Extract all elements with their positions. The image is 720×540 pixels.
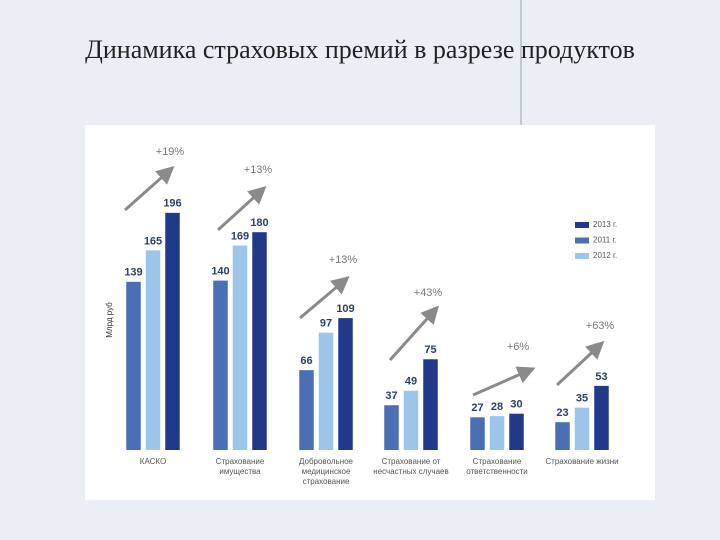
growth-arrow (388, 305, 440, 362)
annotation: +6% (507, 341, 530, 353)
legend-swatch (575, 253, 589, 259)
bar (423, 359, 438, 450)
bar (509, 413, 524, 450)
legend-label: 2013 г. (593, 220, 617, 229)
value-label: 66 (300, 355, 312, 367)
value-label: 49 (405, 376, 417, 388)
value-label: 196 (163, 198, 181, 210)
bar (384, 405, 399, 450)
bar (213, 280, 228, 450)
x-tick-label: Страхование жизни (545, 457, 619, 466)
bar (232, 245, 248, 450)
value-label: 109 (336, 303, 354, 315)
value-label: 169 (231, 230, 249, 242)
x-tick-label: Страхование ответственности (466, 457, 528, 476)
value-label: 53 (595, 371, 607, 383)
value-label: 27 (471, 402, 483, 414)
slide-title: Динамика страховых премий в разрезе прод… (85, 35, 635, 64)
annotation: +13% (244, 164, 273, 176)
bar (574, 407, 590, 450)
growth-arrow (299, 276, 350, 320)
value-label: 139 (124, 267, 142, 279)
bar (594, 385, 609, 450)
x-tick-label: Страхование имущества (215, 457, 265, 476)
bar (338, 318, 353, 450)
annotation: +13% (329, 254, 358, 266)
value-label: 165 (144, 235, 162, 247)
y-axis-label: Млрд руб (105, 302, 114, 338)
bar (489, 416, 505, 450)
value-label: 75 (424, 344, 436, 356)
value-label: 140 (211, 266, 229, 278)
annotation: +43% (414, 287, 443, 299)
x-tick-label: Страхование от несчастных случаев (373, 457, 449, 476)
bar (299, 370, 314, 450)
annotation: +63% (586, 320, 615, 332)
legend-label: 2012 г. (593, 251, 617, 260)
growth-arrow (555, 340, 605, 387)
legend-label: 2011 г. (593, 236, 617, 245)
bar (126, 281, 141, 450)
value-label: 35 (576, 393, 588, 405)
annotation: +19% (156, 146, 185, 158)
value-label: 23 (556, 407, 568, 419)
value-label: 37 (385, 390, 397, 402)
bar (403, 390, 419, 450)
growth-arrow (216, 185, 267, 232)
value-label: 180 (250, 217, 268, 229)
bar (165, 212, 180, 450)
bar (470, 417, 485, 450)
bar (318, 332, 334, 450)
x-tick-label: Добровольное медицинское страхование (298, 457, 354, 486)
value-label: 97 (320, 318, 332, 330)
bar (145, 250, 161, 450)
bar (252, 232, 267, 450)
growth-arrow (472, 366, 536, 397)
growth-arrow (124, 166, 175, 212)
value-label: 30 (510, 399, 522, 411)
legend-swatch (575, 237, 589, 244)
bar (555, 422, 570, 450)
legend-swatch (575, 222, 589, 228)
value-label: 28 (491, 401, 503, 413)
x-tick-label: КАСКО (139, 457, 167, 466)
